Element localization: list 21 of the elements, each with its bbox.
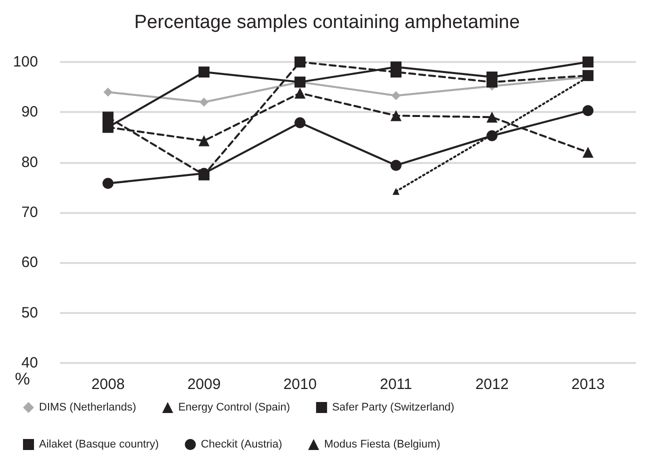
y-tick-label: 80 xyxy=(21,154,38,171)
x-tick-label: 2008 xyxy=(91,376,125,393)
x-tick-label: 2012 xyxy=(475,376,509,393)
y-tick-label: 90 xyxy=(21,104,38,121)
y-axis-title: % xyxy=(14,369,30,388)
legend-label: Safer Party (Switzerland) xyxy=(332,402,454,414)
chart-title: Percentage samples containing amphetamine xyxy=(134,12,520,33)
y-tick-label: 60 xyxy=(21,254,38,272)
legend-label: DIMS (Netherlands) xyxy=(39,402,136,414)
y-tick-label: 50 xyxy=(21,304,38,322)
x-tick-label: 2009 xyxy=(187,376,221,393)
x-tick-label: 2013 xyxy=(571,376,605,393)
x-tick-label: 2010 xyxy=(283,376,317,393)
legend-label: Checkit (Austria) xyxy=(200,438,282,450)
y-tick-label: 70 xyxy=(21,204,38,221)
legend-label: Ailaket (Basque country) xyxy=(39,438,159,450)
x-tick-label: 2011 xyxy=(380,376,412,393)
legend-label: Energy Control (Spain) xyxy=(178,402,290,414)
y-tick-label: 100 xyxy=(12,54,38,70)
legend-label: Modus Fiesta (Belgium) xyxy=(324,438,440,450)
y-tick-label: 40 xyxy=(21,354,38,372)
